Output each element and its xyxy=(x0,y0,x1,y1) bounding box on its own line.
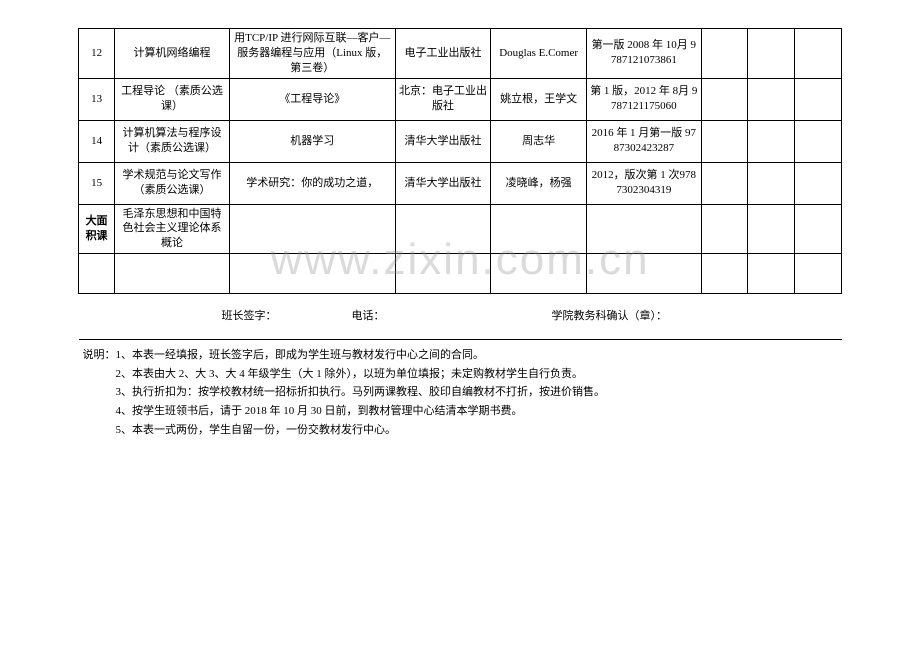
cell-course: 学术规范与论文写作（素质公选课） xyxy=(115,162,230,204)
cell-edition xyxy=(586,204,701,254)
signature-row: 班长签字： 电话： 学院教务科确认（章）： xyxy=(79,294,842,340)
cell-publisher: 清华大学出版社 xyxy=(395,120,491,162)
cell-book xyxy=(229,204,395,254)
cell-empty xyxy=(795,204,842,254)
cell-empty xyxy=(115,254,230,294)
sig-phone: 电话： xyxy=(352,309,552,324)
cell-empty xyxy=(748,204,795,254)
cell-empty xyxy=(395,254,491,294)
table-row: 14 计算机算法与程序设计（素质公选课） 机器学习 清华大学出版社 周志华 20… xyxy=(79,120,842,162)
cell-empty xyxy=(795,254,842,294)
cell-num: 15 xyxy=(79,162,115,204)
cell-author: 周志华 xyxy=(491,120,587,162)
table-row: 15 学术规范与论文写作（素质公选课） 学术研究：你的成功之道， 清华大学出版社… xyxy=(79,162,842,204)
cell-empty xyxy=(491,254,587,294)
cell-course: 毛泽东思想和中国特色社会主义理论体系概论 xyxy=(115,204,230,254)
table-row: 大面积课 毛泽东思想和中国特色社会主义理论体系概论 xyxy=(79,204,842,254)
cell-empty xyxy=(748,78,795,120)
cell-edition: 第 1 版，2012 年 8月 9787121175060 xyxy=(586,78,701,120)
cell-num: 13 xyxy=(79,78,115,120)
cell-course: 计算机网络编程 xyxy=(115,29,230,79)
cell-empty xyxy=(748,162,795,204)
cell-empty xyxy=(701,254,748,294)
cell-course: 计算机算法与程序设计（素质公选课） xyxy=(115,120,230,162)
cell-empty xyxy=(701,120,748,162)
cell-empty xyxy=(795,162,842,204)
cell-edition: 2012，版次第 1 次9787302304319 xyxy=(586,162,701,204)
textbook-table: 12 计算机网络编程 用TCP/IP 进行网际互联—客户—服务器编程与应用（Li… xyxy=(78,28,842,480)
cell-author: Douglas E.Comer xyxy=(491,29,587,79)
cell-empty xyxy=(701,78,748,120)
sig-office: 学院教务科确认（章）： xyxy=(552,309,668,324)
cell-edition: 2016 年 1 月第一版 9787302423287 xyxy=(586,120,701,162)
cell-publisher xyxy=(395,204,491,254)
table-row-empty xyxy=(79,254,842,294)
cell-book: 《工程导论》 xyxy=(229,78,395,120)
cell-num: 大面积课 xyxy=(79,204,115,254)
cell-empty xyxy=(795,78,842,120)
table-row: 13 工程导论 （素质公选课） 《工程导论》 北京：电子工业出版社 姚立根，王学… xyxy=(79,78,842,120)
cell-empty xyxy=(795,29,842,79)
cell-edition: 第一版 2008 年 10月 9787121073861 xyxy=(586,29,701,79)
notes-lines: 1、本表一经填报，班长签字后，即成为学生班与教材发行中心之间的合同。2、本表由大… xyxy=(116,346,606,439)
cell-empty xyxy=(229,254,395,294)
cell-author: 凌晓峰，杨强 xyxy=(491,162,587,204)
sig-monitor: 班长签字： xyxy=(222,309,352,324)
cell-empty xyxy=(701,162,748,204)
cell-empty xyxy=(701,204,748,254)
cell-empty xyxy=(748,254,795,294)
cell-book: 学术研究：你的成功之道， xyxy=(229,162,395,204)
notes-label: 说明： xyxy=(83,346,116,365)
cell-empty xyxy=(586,254,701,294)
cell-empty xyxy=(748,29,795,79)
cell-num: 12 xyxy=(79,29,115,79)
cell-publisher: 清华大学出版社 xyxy=(395,162,491,204)
cell-book: 机器学习 xyxy=(229,120,395,162)
cell-course: 工程导论 （素质公选课） xyxy=(115,78,230,120)
cell-book: 用TCP/IP 进行网际互联—客户—服务器编程与应用（Linux 版，第三卷） xyxy=(229,29,395,79)
cell-publisher: 电子工业出版社 xyxy=(395,29,491,79)
cell-author: 姚立根，王学文 xyxy=(491,78,587,120)
cell-empty xyxy=(701,29,748,79)
cell-empty xyxy=(79,254,115,294)
cell-num: 14 xyxy=(79,120,115,162)
table-row: 12 计算机网络编程 用TCP/IP 进行网际互联—客户—服务器编程与应用（Li… xyxy=(79,29,842,79)
cell-empty xyxy=(748,120,795,162)
notes-row: 说明：1、本表一经填报，班长签字后，即成为学生班与教材发行中心之间的合同。2、本… xyxy=(79,340,842,480)
cell-publisher: 北京：电子工业出版社 xyxy=(395,78,491,120)
cell-empty xyxy=(795,120,842,162)
cell-author xyxy=(491,204,587,254)
